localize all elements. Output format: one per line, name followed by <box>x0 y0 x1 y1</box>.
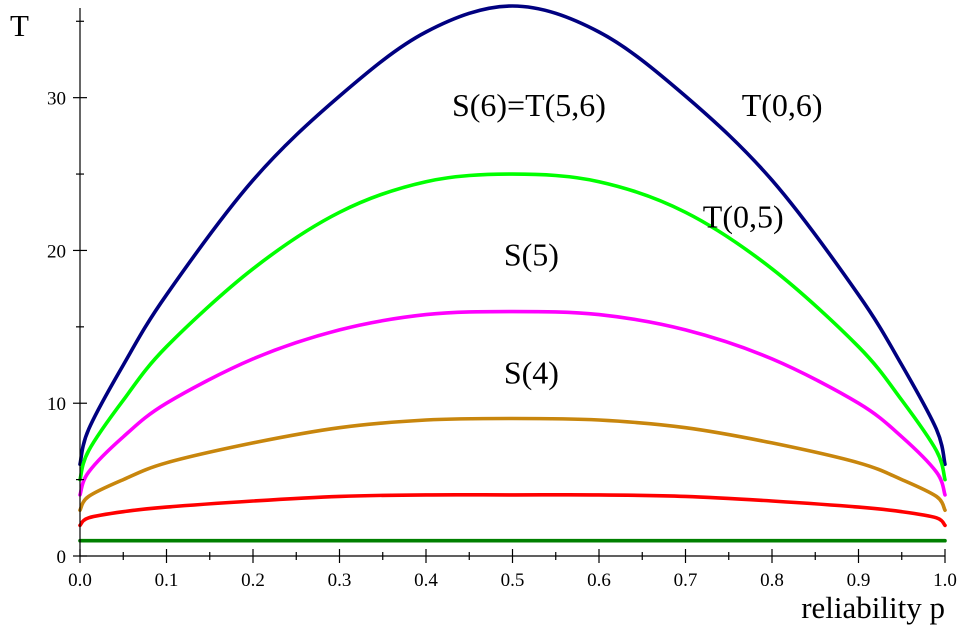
curve-annotation: T(0,5) <box>703 199 784 235</box>
y-tick-label: 20 <box>47 241 66 262</box>
x-tick-label: 1.0 <box>933 570 957 591</box>
curve-annotation: T(0,6) <box>742 87 823 123</box>
series-line-2 <box>78 172 947 482</box>
series-line-5 <box>78 492 947 528</box>
x-tick-label: 0.8 <box>760 570 784 591</box>
y-axis-title: T <box>10 8 29 43</box>
x-tick-label: 0.1 <box>155 570 179 591</box>
x-tick-label: 0.5 <box>501 570 525 591</box>
x-tick-label: 0.3 <box>328 570 352 591</box>
x-tick-label: 0.7 <box>674 570 698 591</box>
y-tick-label: 10 <box>47 394 66 415</box>
x-axis-title: reliability p <box>801 590 945 625</box>
x-tick-label: 0.2 <box>241 570 265 591</box>
plot-area <box>78 4 947 543</box>
y-tick-label: 0 <box>57 547 67 568</box>
x-tick-label: 0.9 <box>847 570 871 591</box>
x-tick-label: 0.4 <box>414 570 438 591</box>
curve-annotation: S(6)=T(5,6) <box>452 87 606 123</box>
series-line-1 <box>78 4 947 467</box>
curve-annotation: S(4) <box>504 354 559 390</box>
annotations: S(6)=T(5,6) T(0,6) T(0,5) S(5) S(4) <box>452 87 823 390</box>
series-line-3 <box>78 309 947 497</box>
y-tick-label: 30 <box>47 89 66 110</box>
curve-annotation: S(5) <box>504 237 559 273</box>
x-tick-label: 0.0 <box>68 570 92 591</box>
ticks: 0.0 0.1 0.2 0.3 0.4 0.5 0.6 0.7 0.8 0.9 1.0 0 10 20 30 <box>47 20 957 591</box>
x-tick-label: 0.6 <box>587 570 611 591</box>
series-line-4 <box>78 416 947 512</box>
